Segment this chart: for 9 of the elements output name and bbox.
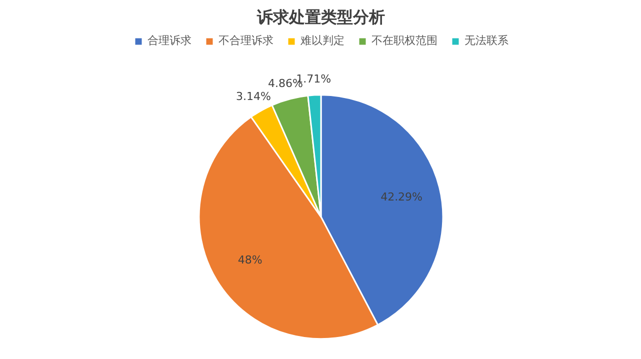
- legend-label: 不合理诉求: [218, 33, 274, 48]
- legend-label: 无法联系: [464, 33, 508, 48]
- data-label: 48%: [238, 254, 262, 267]
- legend-label: 不在职权范围: [372, 33, 438, 48]
- data-label: 42.29%: [380, 190, 423, 204]
- legend-label: 难以判定: [300, 33, 344, 48]
- chart-title: 诉求处置类型分析: [256, 8, 385, 26]
- data-label: 3.14%: [236, 90, 271, 104]
- legend-label: 合理诉求: [148, 33, 192, 48]
